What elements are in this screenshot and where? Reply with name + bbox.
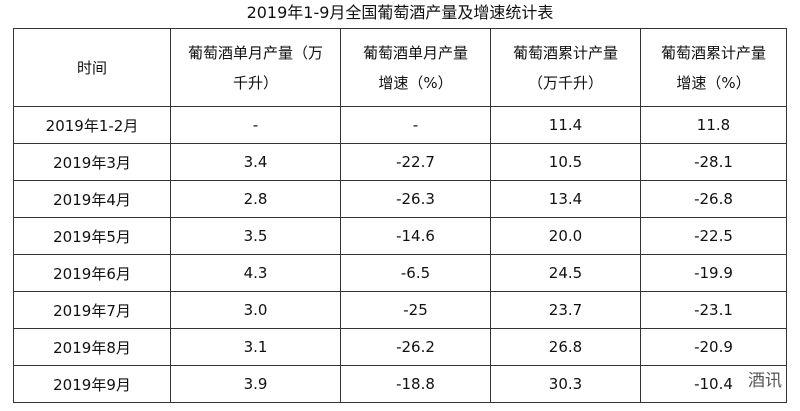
cell: 20.0 [490, 217, 641, 255]
header-cell: 葡萄酒累计产量 增速（%） [640, 28, 787, 107]
table-title: 2019年1-9月全国葡萄酒产量及增速统计表 [246, 3, 554, 22]
row-label: 2019年4月 [13, 180, 171, 218]
header-line: 时间 [76, 58, 107, 77]
table-body: 2019年1-2月 - -11.4 11.8 2019年3月 3.4 -22.7 10.5 -2… [13, 106, 787, 403]
cell: -26.3 [340, 180, 491, 218]
header-line: 千升） [232, 73, 278, 92]
table-row: 2019年1-2月 - -11.4 11.8 [13, 106, 787, 144]
cell: 3.5 [170, 217, 341, 255]
cell: - [340, 106, 491, 144]
header-cell: 葡萄酒单月产量 增速（%） [340, 28, 491, 107]
row-label: 2019年7月 [13, 291, 171, 329]
row-label: 2019年5月 [13, 217, 171, 255]
cell: 2.8 [170, 180, 341, 218]
cell: 11.8 [640, 106, 787, 144]
cell: 3.9 [170, 365, 341, 403]
table-row: 2019年6月 4.3 -6.5 24.5 -19.9 [13, 254, 787, 292]
cell: 10.5 [490, 143, 641, 181]
row-label: 2019年1-2月 [13, 106, 171, 144]
header-line: 葡萄酒累计产量 [660, 43, 766, 62]
cell: -20.9 [640, 328, 787, 366]
header-line: 葡萄酒单月产量 [362, 43, 468, 62]
header-row: 时间 葡萄酒单月产量（万 千升） 葡萄酒单月产量 增速（%） 葡萄酒累计产量 （万千升） 葡萄… [13, 28, 787, 107]
row-label: 2019年8月 [13, 328, 171, 366]
header-line: 增速（%） [378, 73, 453, 92]
cell: -25 [340, 291, 491, 329]
cell: 13.4 [490, 180, 641, 218]
cell: -6.5 [340, 254, 491, 292]
cell: -19.9 [640, 254, 787, 292]
table-row: 2019年3月 3.4 -22.7 10.5 -28.1 [13, 143, 787, 181]
cell: - [170, 106, 341, 144]
cell: 26.8 [490, 328, 641, 366]
header-line: 葡萄酒单月产量（万 [187, 43, 323, 62]
cell: 3.0 [170, 291, 341, 329]
cell: -26.2 [340, 328, 491, 366]
cell: -23.1 [640, 291, 787, 329]
table-row: 2019年8月 3.1 -26.2 26.8 -20.9 [13, 328, 787, 366]
cell: -18.8 [340, 365, 491, 403]
cell: -14.6 [340, 217, 491, 255]
row-label: 2019年9月 [13, 365, 171, 403]
data-table: 时间 葡萄酒单月产量（万 千升） 葡萄酒单月产量 增速（%） 葡萄酒累计产量 （万千升） 葡萄… [13, 28, 787, 403]
header-cell: 葡萄酒累计产量 （万千升） [490, 28, 641, 107]
header-cell: 葡萄酒单月产量（万 千升） [170, 28, 341, 107]
cell: -26.8 [640, 180, 787, 218]
cell: 4.3 [170, 254, 341, 292]
cell: -22.7 [340, 143, 491, 181]
header-line: （万千升） [527, 73, 603, 92]
cell: 11.4 [490, 106, 641, 144]
cell: -22.5 [640, 217, 787, 255]
cell: 24.5 [490, 254, 641, 292]
row-label: 2019年6月 [13, 254, 171, 292]
table-row: 2019年7月 3.0 -25 23.7 -23.1 [13, 291, 787, 329]
row-label: 2019年3月 [13, 143, 171, 181]
cell: 3.1 [170, 328, 341, 366]
header-cell: 时间 [13, 28, 171, 107]
cell: 30.3 [490, 365, 641, 403]
header-line: 葡萄酒累计产量 [512, 43, 618, 62]
table-row: 2019年5月 3.5 -14.6 20.0 -22.5 [13, 217, 787, 255]
watermark: 酒讯 [744, 366, 786, 391]
cell: -28.1 [640, 143, 787, 181]
table-row: 2019年9月 3.9 -18.8 30.3 -10.4 [13, 365, 787, 403]
cell: 3.4 [170, 143, 341, 181]
header-line: 增速（%） [676, 73, 751, 92]
table-row: 2019年4月 2.8 -26.3 13.4 -26.8 [13, 180, 787, 218]
cell: 23.7 [490, 291, 641, 329]
